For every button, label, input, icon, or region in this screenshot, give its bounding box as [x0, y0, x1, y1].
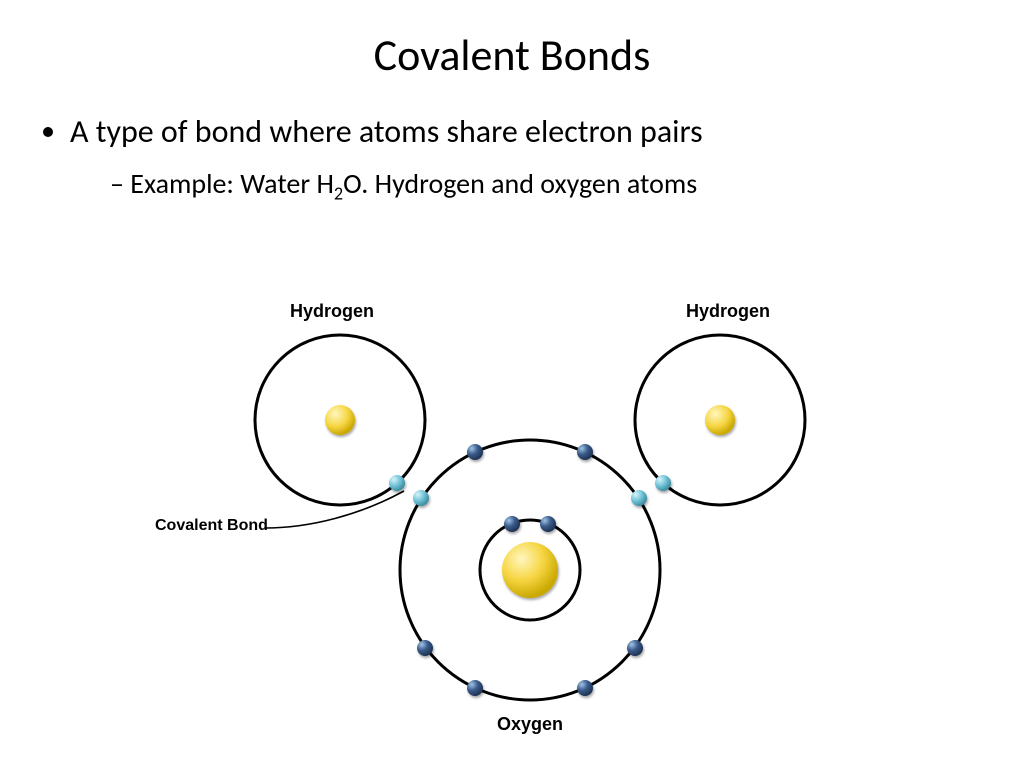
electron [577, 444, 593, 460]
page-title: Covalent Bonds [0, 0, 1024, 112]
electron [627, 640, 643, 656]
nucleus [325, 405, 355, 435]
hydrogen-right-label: Hydrogen [686, 301, 770, 321]
electron [417, 640, 433, 656]
shared-electron [413, 490, 429, 506]
electron [577, 680, 593, 696]
electron [504, 516, 520, 532]
sub-bullet-item: Example: Water H2O. Hydrogen and oxygen … [110, 166, 984, 205]
bullet-list: A type of bond where atoms share electro… [0, 112, 1024, 205]
water-molecule-diagram: Covalent Bond Hydrogen Hydrogen Oxygen [150, 280, 870, 760]
example-prefix: Example: Water H [130, 166, 334, 201]
covalent-bond-label: Covalent Bond [155, 517, 268, 534]
callout-line [265, 491, 404, 528]
shared-electron [655, 475, 671, 491]
nucleus [502, 542, 558, 598]
example-suffix: O. Hydrogen and oxygen atoms [343, 166, 697, 201]
bullet-item: A type of bond where atoms share electro… [70, 112, 1024, 205]
electron [467, 680, 483, 696]
electron [540, 516, 556, 532]
electron [467, 444, 483, 460]
oxygen-label: Oxygen [497, 714, 563, 734]
bullet-text: A type of bond where atoms share electro… [70, 112, 703, 151]
sub-bullet-list: Example: Water H2O. Hydrogen and oxygen … [70, 166, 984, 205]
hydrogen-left-label: Hydrogen [290, 301, 374, 321]
shared-electron [631, 490, 647, 506]
example-subscript: 2 [334, 183, 343, 205]
shared-electron [389, 475, 405, 491]
nucleus [705, 405, 735, 435]
